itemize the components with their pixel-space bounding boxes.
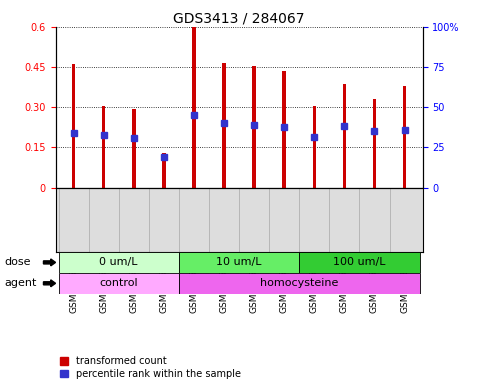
- Bar: [222, 63, 226, 188]
- Text: dose: dose: [5, 257, 31, 267]
- Bar: [72, 65, 75, 188]
- Bar: [192, 27, 196, 188]
- Bar: [313, 106, 316, 188]
- Bar: [162, 153, 166, 188]
- Text: 0 um/L: 0 um/L: [99, 257, 138, 267]
- Bar: [58, 273, 179, 294]
- Text: 10 um/L: 10 um/L: [216, 257, 262, 267]
- Bar: [252, 66, 256, 188]
- Bar: [299, 252, 420, 273]
- Text: control: control: [99, 278, 138, 288]
- Legend: transformed count, percentile rank within the sample: transformed count, percentile rank withi…: [60, 356, 241, 379]
- Bar: [102, 106, 105, 188]
- Text: agent: agent: [5, 278, 37, 288]
- Bar: [179, 252, 299, 273]
- Bar: [179, 273, 420, 294]
- Bar: [403, 86, 406, 188]
- Bar: [283, 71, 286, 188]
- Bar: [373, 99, 376, 188]
- Text: 100 um/L: 100 um/L: [333, 257, 386, 267]
- Bar: [342, 84, 346, 188]
- Bar: [132, 109, 136, 188]
- Text: homocysteine: homocysteine: [260, 278, 339, 288]
- Bar: [58, 252, 179, 273]
- Title: GDS3413 / 284067: GDS3413 / 284067: [173, 12, 305, 26]
